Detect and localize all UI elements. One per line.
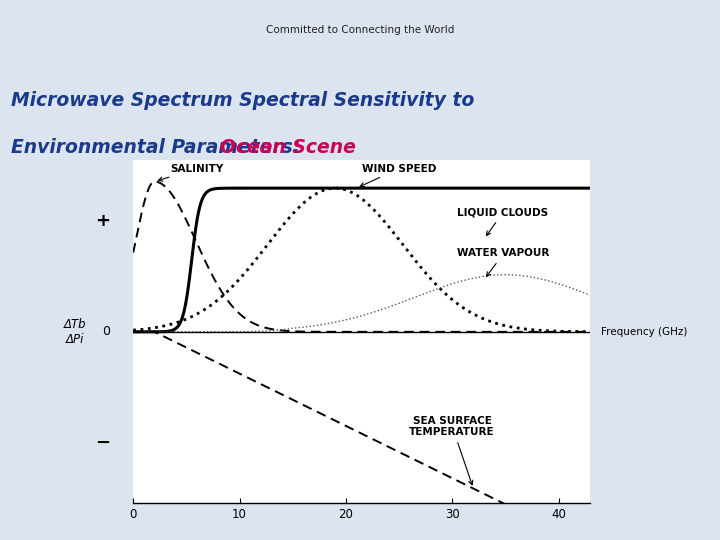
Text: −: − bbox=[95, 434, 110, 452]
Text: SALINITY: SALINITY bbox=[158, 164, 224, 181]
Text: LIQUID CLOUDS: LIQUID CLOUDS bbox=[457, 208, 549, 235]
Text: Microwave Spectrum Spectral Sensitivity to: Microwave Spectrum Spectral Sensitivity … bbox=[11, 91, 474, 110]
Text: ΔTb
ΔPi: ΔTb ΔPi bbox=[63, 318, 86, 346]
Text: +: + bbox=[95, 212, 110, 230]
Text: Committed to Connecting the World: Committed to Connecting the World bbox=[266, 25, 454, 35]
Text: SEA SURFACE
TEMPERATURE: SEA SURFACE TEMPERATURE bbox=[410, 416, 495, 485]
Text: 0: 0 bbox=[102, 325, 110, 339]
Text: WIND SPEED: WIND SPEED bbox=[360, 164, 436, 187]
Text: WATER VAPOUR: WATER VAPOUR bbox=[457, 248, 550, 276]
Text: Environmental Parameters:: Environmental Parameters: bbox=[11, 138, 307, 157]
Text: Frequency (GHz): Frequency (GHz) bbox=[601, 327, 688, 337]
Text: Ocean Scene: Ocean Scene bbox=[220, 138, 356, 157]
